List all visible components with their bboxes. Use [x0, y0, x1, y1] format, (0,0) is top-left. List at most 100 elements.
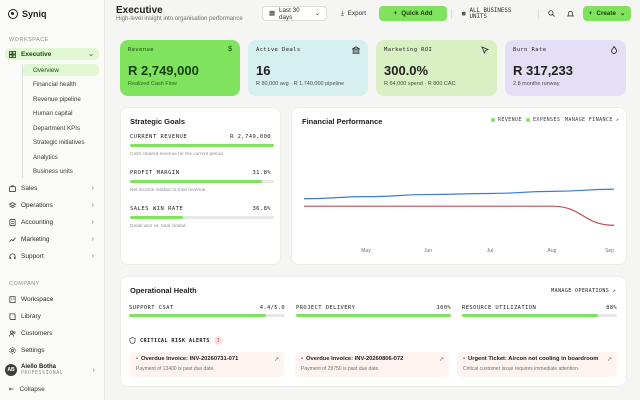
kpi-value: 300.0%: [384, 63, 429, 78]
external-link-icon: ↗: [615, 117, 620, 123]
health-progress-track: [129, 314, 285, 317]
sidebar-item-label: Customers: [21, 329, 53, 337]
panel-title: Strategic Goals: [130, 117, 186, 126]
sidebar-item-label: Support: [21, 252, 44, 260]
health-progress-fill: [462, 314, 599, 317]
sidebar-subitem-overview[interactable]: Overview: [23, 64, 99, 76]
chevron-right-icon: ›: [91, 252, 94, 260]
health-value: 88%: [606, 305, 617, 311]
kpi-card-revenue[interactable]: Revenue R 2,749,000 Realized Cash Flow $: [120, 40, 240, 96]
alert-title-row: • Overdue Invoice: INV-20260731-071: [136, 356, 278, 362]
sidebar-subitem-financial-health[interactable]: Financial health: [33, 81, 77, 88]
alerts-label: CRITICAL RISK ALERTS: [140, 337, 210, 344]
sidebar-item-operations[interactable]: Operations ›: [5, 199, 99, 211]
search-icon: [548, 10, 555, 17]
sidebar-item-library[interactable]: Library: [5, 310, 99, 322]
chevron-down-icon: ⌄: [88, 51, 94, 58]
chevron-right-icon: ›: [91, 218, 94, 226]
chevron-down-icon: ⌄: [620, 10, 626, 17]
chevron-right-icon: ›: [91, 201, 94, 209]
health-progress-track: [462, 314, 617, 317]
kpi-label: Burn Rate: [513, 47, 547, 53]
brand[interactable]: Syniq: [8, 9, 47, 19]
goal-progress-fill: [130, 216, 184, 219]
user-name: Aiello Botha: [21, 364, 57, 370]
kpi-card-marketing-roi[interactable]: Marketing ROI 300.0% R 64,000 spend · R …: [376, 40, 497, 96]
kpi-sub: R 80,000 avg · R 1,740,000 pipeline: [256, 81, 345, 87]
quick-add-button[interactable]: + Quick Add: [379, 6, 447, 21]
legend-revenue: REVENUE: [491, 117, 522, 123]
alert-card[interactable]: • Urgent Ticket: Aircon not cooling in b…: [457, 352, 617, 377]
goal-note: Net income relative to total revenue.: [130, 188, 207, 193]
alerts-count-badge: 3: [213, 336, 223, 345]
health-label: RESOURCE UTILIZATION: [462, 305, 537, 311]
sidebar-item-sales[interactable]: Sales ›: [5, 182, 99, 194]
alert-title: Urgent Ticket: Aircon not cooling in boa…: [468, 356, 599, 362]
create-label: Create: [596, 10, 617, 17]
date-range-select[interactable]: ▦ Last 30 days ⌄: [262, 6, 327, 21]
sidebar-subitem-strategic-initiatives[interactable]: Strategic initiatives: [33, 139, 85, 146]
kpi-value: R 2,749,000: [128, 63, 199, 78]
sidebar-item-settings[interactable]: Settings: [5, 344, 99, 356]
kpi-value: R 317,233: [513, 63, 573, 78]
kpi-card-burn-rate[interactable]: Burn Rate R 317,233 2.8 months runway: [505, 40, 626, 96]
panel-title: Financial Performance: [302, 117, 383, 126]
goal-progress-track: [130, 144, 274, 147]
kpi-card-active-deals[interactable]: Active Deals 16 R 80,000 avg · R 1,740,0…: [248, 40, 368, 96]
user-role: PROFESSIONAL: [21, 370, 64, 376]
search-button[interactable]: [546, 8, 557, 19]
health-value: 100%: [436, 305, 451, 311]
sidebar-subitem-department-kpis[interactable]: Department KPIs: [33, 124, 81, 132]
collapse-label: Collapse: [19, 385, 45, 393]
sidebar-item-label: Operations: [21, 201, 53, 209]
user-menu[interactable]: AB Aiello Botha PROFESSIONAL ›: [5, 362, 99, 378]
export-button[interactable]: ⤓ Export: [334, 6, 374, 21]
sidebar: Syniq WORKSPACE Executive ⌄ Overview Fin…: [0, 0, 105, 400]
sidebar-subitem-business-units[interactable]: Business units: [33, 168, 73, 175]
alert-title-row: • Urgent Ticket: Aircon not cooling in b…: [463, 356, 611, 362]
alert-card[interactable]: • Overdue Invoice: INV-20260731-071 Paym…: [130, 352, 284, 377]
sidebar-subitem-revenue-pipeline[interactable]: Revenue pipeline: [33, 95, 81, 103]
sidebar-item-executive[interactable]: Executive ⌄: [5, 48, 99, 60]
gear-icon: [9, 346, 16, 354]
legend-dot: [526, 118, 530, 122]
alert-card[interactable]: • Overdue Invoice: INV-20260806-072 Paym…: [295, 352, 449, 377]
manage-operations-link[interactable]: MANAGE OPERATIONS ↗: [551, 288, 616, 294]
goal-progress-track: [130, 180, 274, 183]
plus-icon: +: [393, 10, 398, 17]
goal-progress-fill: [130, 180, 263, 183]
avatar: AB: [5, 364, 17, 376]
sidebar-item-support[interactable]: Support ›: [5, 250, 99, 262]
arrow-up-right-icon: ↗: [606, 357, 612, 363]
critical-alerts-header: CRITICAL RISK ALERTS 3: [129, 336, 223, 345]
alert-title-row: • Overdue Invoice: INV-20260806-072: [301, 356, 443, 362]
panel-title: Operational Health: [130, 286, 197, 295]
collapse-button[interactable]: ⇤ Collapse: [9, 385, 45, 394]
notifications-button[interactable]: [565, 8, 576, 19]
x-tick-label: Jul: [487, 248, 493, 254]
grid-icon: ▦: [462, 10, 466, 17]
create-button[interactable]: + Create ⌄: [583, 6, 631, 21]
building-icon: [9, 295, 16, 303]
kpi-label: Active Deals: [256, 47, 301, 53]
sidebar-item-accounting[interactable]: Accounting ›: [5, 216, 99, 228]
sidebar-item-customers[interactable]: Customers: [5, 327, 99, 339]
sidebar-item-marketing[interactable]: Marketing ›: [5, 233, 99, 245]
series-line-revenue: [303, 188, 615, 200]
sidebar-subitem-analytics[interactable]: Analytics: [33, 153, 58, 161]
header-divider: [538, 9, 539, 19]
sidebar-subitem-human-capital[interactable]: Human capital: [33, 110, 73, 117]
briefcase-icon: [9, 184, 16, 192]
headset-icon: [9, 253, 16, 259]
business-units-select[interactable]: ▦ ALL BUSINESS UNITS: [455, 6, 535, 21]
alert-description: Critical customer issue requires immedia…: [463, 366, 580, 372]
health-progress-fill: [296, 314, 451, 317]
company-section-label: COMPANY: [9, 281, 40, 287]
goal-label: SALES WIN RATE: [130, 206, 184, 212]
grid-icon: [9, 50, 16, 58]
kpi-sub: R 64,000 spend · R 800 CAC: [384, 81, 456, 87]
goal-progress-track: [130, 216, 274, 219]
sidebar-item-workspace[interactable]: Workspace: [5, 293, 99, 305]
sidebar-item-label: Workspace: [21, 295, 54, 303]
manage-finance-link[interactable]: MANAGE FINANCE ↗: [565, 117, 619, 123]
